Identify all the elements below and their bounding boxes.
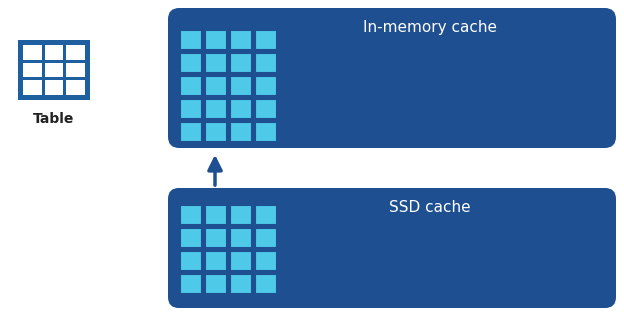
Bar xyxy=(180,53,202,73)
Bar xyxy=(66,80,85,95)
FancyBboxPatch shape xyxy=(168,188,616,308)
Bar xyxy=(255,228,277,248)
Text: SSD cache: SSD cache xyxy=(389,200,471,215)
Bar xyxy=(205,122,227,142)
Bar xyxy=(180,205,202,225)
Text: Table: Table xyxy=(33,112,75,126)
Bar xyxy=(205,53,227,73)
Bar xyxy=(45,63,63,77)
Bar xyxy=(230,228,252,248)
Bar xyxy=(180,30,202,50)
Bar xyxy=(255,251,277,271)
Bar xyxy=(230,99,252,119)
Bar xyxy=(180,99,202,119)
Bar xyxy=(23,63,42,77)
Bar xyxy=(205,274,227,294)
Bar xyxy=(230,274,252,294)
Bar xyxy=(45,80,63,95)
Bar xyxy=(205,76,227,96)
Bar xyxy=(255,30,277,50)
Bar xyxy=(255,99,277,119)
Bar xyxy=(230,30,252,50)
Bar xyxy=(66,45,85,60)
Bar xyxy=(205,251,227,271)
Bar xyxy=(180,76,202,96)
Bar xyxy=(205,205,227,225)
Bar xyxy=(180,122,202,142)
Text: In-memory cache: In-memory cache xyxy=(363,20,497,35)
Bar xyxy=(230,122,252,142)
Bar xyxy=(230,251,252,271)
Bar xyxy=(255,205,277,225)
Bar xyxy=(255,76,277,96)
Bar xyxy=(45,45,63,60)
Bar xyxy=(205,99,227,119)
Bar xyxy=(23,45,42,60)
Bar xyxy=(230,205,252,225)
Bar xyxy=(205,30,227,50)
Bar xyxy=(23,80,42,95)
Bar xyxy=(230,53,252,73)
Bar xyxy=(255,53,277,73)
Bar xyxy=(255,122,277,142)
Bar xyxy=(180,274,202,294)
Bar xyxy=(230,76,252,96)
Bar xyxy=(66,63,85,77)
FancyBboxPatch shape xyxy=(168,8,616,148)
Bar xyxy=(255,274,277,294)
Bar xyxy=(205,228,227,248)
Bar xyxy=(18,40,90,100)
Bar xyxy=(180,228,202,248)
Bar xyxy=(180,251,202,271)
